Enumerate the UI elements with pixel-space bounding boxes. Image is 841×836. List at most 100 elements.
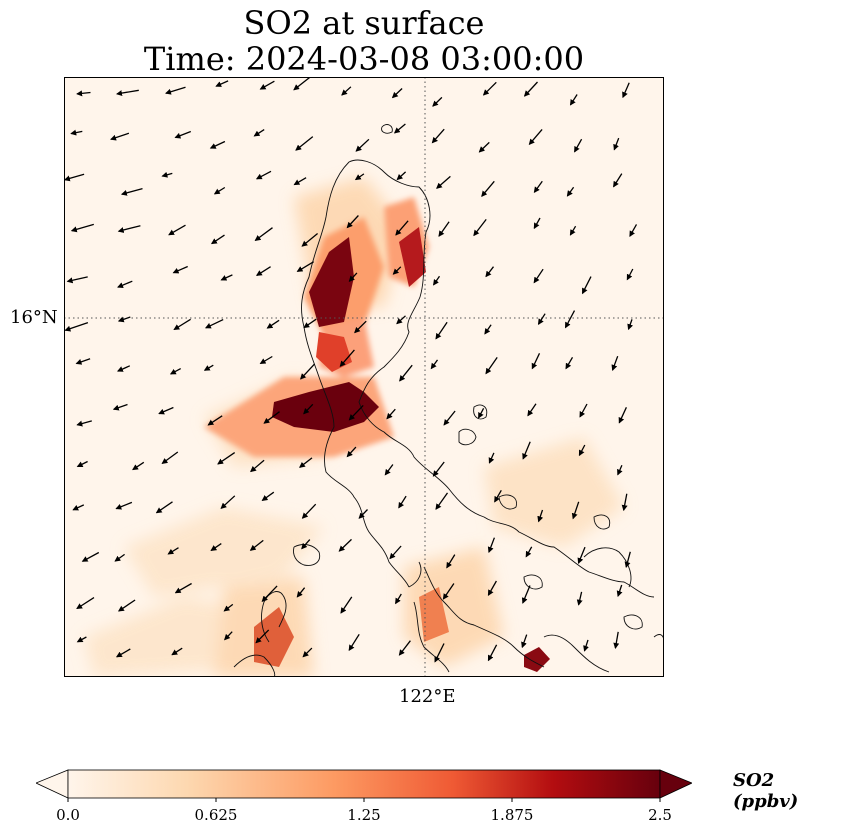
wind-arrow bbox=[522, 441, 531, 460]
wind-arrow bbox=[622, 82, 630, 99]
wind-arrow bbox=[339, 349, 355, 367]
wind-arrow bbox=[338, 538, 352, 552]
wind-arrow bbox=[531, 353, 541, 370]
wind-arrow bbox=[521, 634, 528, 649]
wind-arrow bbox=[393, 123, 406, 134]
wind-arrow bbox=[114, 553, 125, 562]
wind-arrow bbox=[629, 224, 638, 237]
wind-arrow bbox=[117, 316, 131, 323]
wind-arrow bbox=[171, 647, 183, 656]
wind-arrow bbox=[293, 177, 307, 186]
wind-arrow bbox=[76, 597, 95, 610]
wind-arrow bbox=[578, 444, 586, 457]
wind-arrow bbox=[213, 186, 226, 195]
so2-map bbox=[64, 77, 664, 677]
wind-arrow bbox=[395, 593, 402, 605]
hotspot-southwest-1 bbox=[254, 607, 294, 667]
wind-arrow bbox=[488, 452, 495, 464]
wind-arrow bbox=[340, 596, 353, 614]
wind-arrow bbox=[613, 631, 620, 649]
wind-arrow bbox=[430, 359, 439, 370]
wind-arrow bbox=[75, 358, 91, 365]
hotspot-southeast-spot bbox=[524, 647, 550, 672]
wind-arrow bbox=[482, 81, 497, 96]
map-frame bbox=[64, 77, 664, 677]
wind-arrow bbox=[116, 365, 131, 372]
wind-arrow bbox=[253, 129, 265, 137]
coastlines bbox=[233, 124, 664, 677]
wind-arrow bbox=[395, 220, 409, 236]
wind-arrow bbox=[161, 451, 179, 464]
colorbar bbox=[36, 769, 692, 802]
wind-arrow bbox=[523, 81, 538, 97]
colorbar-tick-0: 0.0 bbox=[56, 806, 80, 824]
wind-arrow bbox=[66, 276, 88, 284]
wind-arrow bbox=[250, 459, 265, 473]
wind-arrow bbox=[303, 403, 314, 415]
lon-tick-label: 122°E bbox=[399, 686, 456, 707]
wind-arrow bbox=[391, 88, 403, 99]
colorbar-tick-4: 2.5 bbox=[648, 806, 672, 824]
wind-arrow bbox=[398, 640, 411, 656]
wind-arrow bbox=[443, 410, 456, 426]
wind-arrow bbox=[446, 554, 456, 569]
wind-arrow bbox=[478, 407, 485, 419]
wind-arrow bbox=[296, 587, 306, 598]
wind-arrow bbox=[255, 170, 272, 180]
wind-arrow bbox=[172, 265, 188, 274]
wind-arrow bbox=[487, 537, 496, 554]
wind-arrow bbox=[220, 274, 233, 281]
colorbar-tick-1: 0.625 bbox=[194, 806, 238, 824]
wind-arrow bbox=[537, 509, 544, 523]
wind-arrow bbox=[528, 128, 543, 146]
wind-arrow bbox=[255, 629, 270, 644]
wind-arrow bbox=[569, 225, 577, 236]
wind-arrow bbox=[565, 356, 574, 370]
wind-arrow bbox=[348, 633, 360, 652]
wind-arrow bbox=[384, 464, 394, 476]
wind-arrow bbox=[618, 407, 627, 424]
wind-arrow bbox=[527, 403, 537, 417]
wind-arrow bbox=[174, 130, 192, 139]
wind-arrow bbox=[249, 539, 264, 551]
wind-arrow bbox=[571, 501, 580, 520]
wind-arrow bbox=[485, 357, 498, 375]
wind-arrow bbox=[168, 224, 186, 236]
wind-arrow bbox=[481, 180, 495, 197]
wind-arrow bbox=[396, 315, 406, 325]
wind-arrow bbox=[263, 411, 280, 424]
wind-arrow bbox=[525, 546, 533, 558]
wind-arrow bbox=[261, 585, 278, 603]
wind-arrow bbox=[432, 461, 445, 477]
wind-arrow bbox=[442, 583, 455, 600]
wind-arrow bbox=[259, 80, 275, 90]
wind-arrow bbox=[473, 219, 487, 237]
wind-arrow bbox=[299, 457, 313, 468]
wind-arrow bbox=[117, 225, 141, 233]
wind-arrow bbox=[155, 501, 173, 514]
hotspots bbox=[204, 197, 550, 672]
wind-arrow bbox=[577, 546, 586, 565]
wind-arrow bbox=[485, 266, 495, 278]
wind-arrow bbox=[478, 141, 490, 153]
wind-arrow bbox=[210, 234, 225, 245]
wind-arrow bbox=[341, 86, 352, 96]
wind-arrow bbox=[70, 223, 94, 233]
wind-arrow bbox=[207, 415, 223, 426]
wind-arrow bbox=[158, 406, 174, 415]
wind-arrow bbox=[533, 180, 543, 194]
wind-arrow bbox=[432, 96, 443, 107]
wind-arrow bbox=[112, 403, 128, 411]
wind-arrow bbox=[64, 173, 85, 182]
wind-arrow bbox=[386, 408, 396, 420]
wind-arrow bbox=[302, 647, 313, 658]
wind-arrow bbox=[358, 509, 368, 519]
wind-arrow bbox=[354, 320, 367, 334]
wind-arrow bbox=[81, 551, 100, 562]
wind-arrow bbox=[72, 504, 85, 511]
wind-arrow bbox=[223, 603, 234, 612]
wind-arrow bbox=[204, 319, 224, 329]
wind-arrow bbox=[174, 582, 192, 594]
wind-arrow bbox=[169, 368, 182, 375]
wind-arrow bbox=[303, 318, 317, 329]
